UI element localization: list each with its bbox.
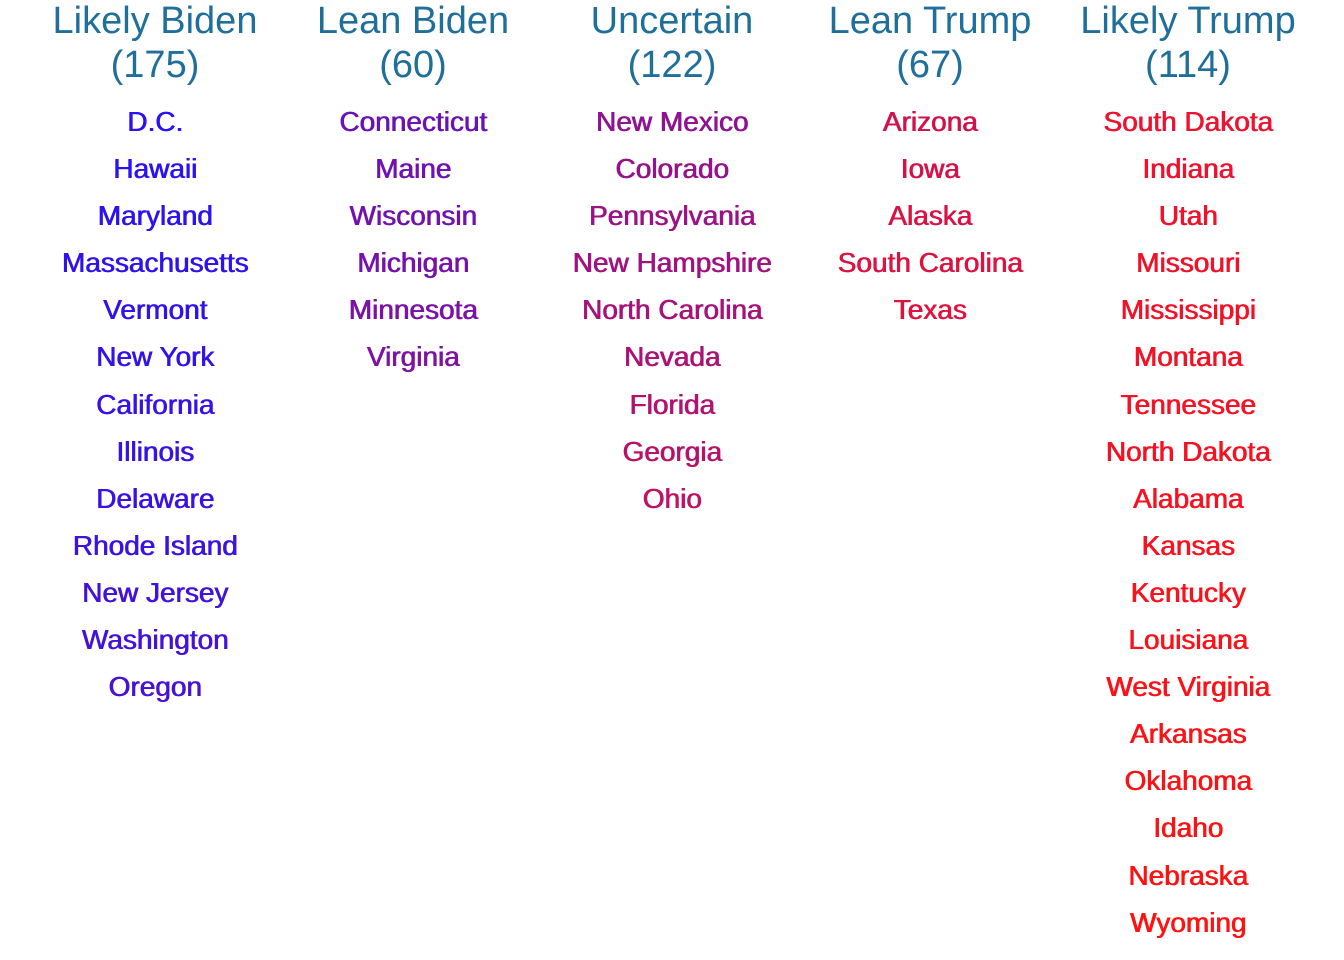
state-label: Hawaii (112, 153, 198, 185)
column-count: (67) (896, 44, 964, 86)
state-label: Alabama (1132, 482, 1244, 514)
state-label: D.C. (127, 106, 183, 137)
state-label: Colorado (615, 153, 729, 185)
state-label: Oklahoma (1124, 765, 1252, 797)
column-header: Uncertain (122) (543, 0, 801, 96)
state-label: Maine (374, 153, 452, 185)
state-label: Alaska (887, 200, 973, 232)
state-label: Massachusetts (61, 247, 249, 279)
state-label: Delaware (95, 482, 215, 514)
state-label: Wyoming (1129, 906, 1247, 938)
state-label: Minnesota (348, 294, 478, 326)
column-header: Lean Biden (60) (284, 0, 542, 96)
state-label: North Carolina (581, 294, 763, 326)
state-label: Indiana (1142, 153, 1234, 185)
column-likely-biden: Likely Biden (175) D.C. Hawaii Maryland Mas… (26, 0, 284, 714)
state-label: North Dakota (1105, 435, 1271, 467)
state-label: Kentucky (1130, 576, 1246, 608)
state-label: Georgia (622, 435, 722, 467)
state-list: New Mexico Colorado Pennsylvania New Hampsh… (543, 102, 801, 526)
column-count: (60) (379, 44, 447, 86)
state-label: New Mexico (595, 106, 749, 137)
state-label: South Carolina (837, 247, 1023, 279)
state-label: Illinois (116, 435, 194, 467)
state-label: Michigan (356, 247, 470, 279)
state-label: California (95, 388, 215, 420)
column-title: Uncertain (590, 0, 754, 42)
state-list: Connecticut Maine Wisconsin Michigan Minneso… (284, 102, 542, 385)
state-label: Maryland (97, 200, 213, 232)
state-label: Virginia (366, 341, 460, 373)
state-label: Arizona (882, 106, 978, 137)
state-label: Vermont (102, 294, 208, 326)
state-label: Montana (1133, 341, 1243, 373)
column-count: (114) (1145, 44, 1231, 86)
state-label: South Dakota (1103, 106, 1273, 137)
state-label: New Jersey (81, 576, 229, 608)
state-label: Idaho (1152, 812, 1224, 844)
state-label: West Virginia (1106, 671, 1270, 703)
column-title: Likely Trump (1080, 0, 1296, 42)
state-label: New Hampshire (572, 247, 772, 279)
state-label: Nebraska (1128, 859, 1248, 891)
column-count: (122) (627, 44, 717, 86)
state-label: Arkansas (1129, 718, 1247, 750)
state-list: Arizona Iowa Alaska South Carolina Texas (801, 102, 1059, 337)
state-label: Ohio (642, 482, 702, 514)
state-label: Washington (81, 624, 229, 656)
column-likely-trump: Likely Trump (114) South Dakota Indiana Ut… (1059, 0, 1317, 950)
state-label: Louisiana (1128, 624, 1248, 656)
state-label: Nevada (623, 341, 721, 373)
state-label: Texas (893, 294, 967, 326)
state-label: Connecticut (339, 106, 487, 137)
state-list: South Dakota Indiana Utah Missouri Mississip… (1059, 102, 1317, 950)
column-header: Lean Trump (67) (801, 0, 1059, 96)
column-header: Likely Biden (175) (26, 0, 284, 96)
state-label: Florida (629, 388, 715, 420)
column-title: Likely Biden (52, 0, 258, 42)
state-label: Wisconsin (349, 200, 477, 232)
state-label: Missouri (1135, 247, 1241, 279)
state-label: New York (95, 341, 215, 373)
column-uncertain: Uncertain (122) New Mexico Colorado Pennsy… (543, 0, 801, 526)
state-label: Kansas (1141, 529, 1235, 561)
state-label: Iowa (900, 153, 960, 185)
state-label: Rhode Island (72, 529, 238, 561)
state-label: Oregon (108, 671, 202, 703)
state-label: Pennsylvania (588, 200, 756, 232)
column-header: Likely Trump (114) (1059, 0, 1317, 96)
column-title: Lean Trump (828, 0, 1032, 42)
column-title: Lean Biden (316, 0, 510, 42)
column-count: (175) (110, 44, 200, 86)
state-label: Utah (1158, 200, 1218, 232)
state-list: D.C. Hawaii Maryland Massachusetts Vermont Ne… (26, 102, 284, 714)
state-label: Mississippi (1120, 294, 1256, 326)
state-label: Tennessee (1120, 388, 1256, 420)
column-lean-trump: Lean Trump (67) Arizona Iowa Alaska South C… (801, 0, 1059, 337)
column-lean-biden: Lean Biden (60) Connecticut Maine Wisconsi… (284, 0, 542, 385)
